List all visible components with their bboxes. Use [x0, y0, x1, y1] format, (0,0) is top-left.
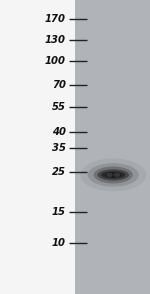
Ellipse shape	[88, 163, 139, 187]
Bar	[75, 0, 150, 294]
Text: 25: 25	[52, 167, 66, 177]
Text: 70: 70	[52, 80, 66, 90]
Text: 15: 15	[52, 207, 66, 217]
Ellipse shape	[98, 169, 129, 181]
Ellipse shape	[80, 158, 146, 191]
Ellipse shape	[94, 166, 133, 183]
Ellipse shape	[105, 172, 122, 178]
Ellipse shape	[114, 173, 120, 177]
Text: 40: 40	[52, 127, 66, 137]
Text: 10: 10	[52, 238, 66, 248]
Text: 55: 55	[52, 102, 66, 112]
Ellipse shape	[101, 171, 125, 179]
Ellipse shape	[106, 173, 113, 177]
Text: 35: 35	[52, 143, 66, 153]
Text: 130: 130	[45, 35, 66, 45]
Bar	[0, 0, 75, 294]
Text: 100: 100	[45, 56, 66, 66]
Text: 170: 170	[45, 14, 66, 24]
